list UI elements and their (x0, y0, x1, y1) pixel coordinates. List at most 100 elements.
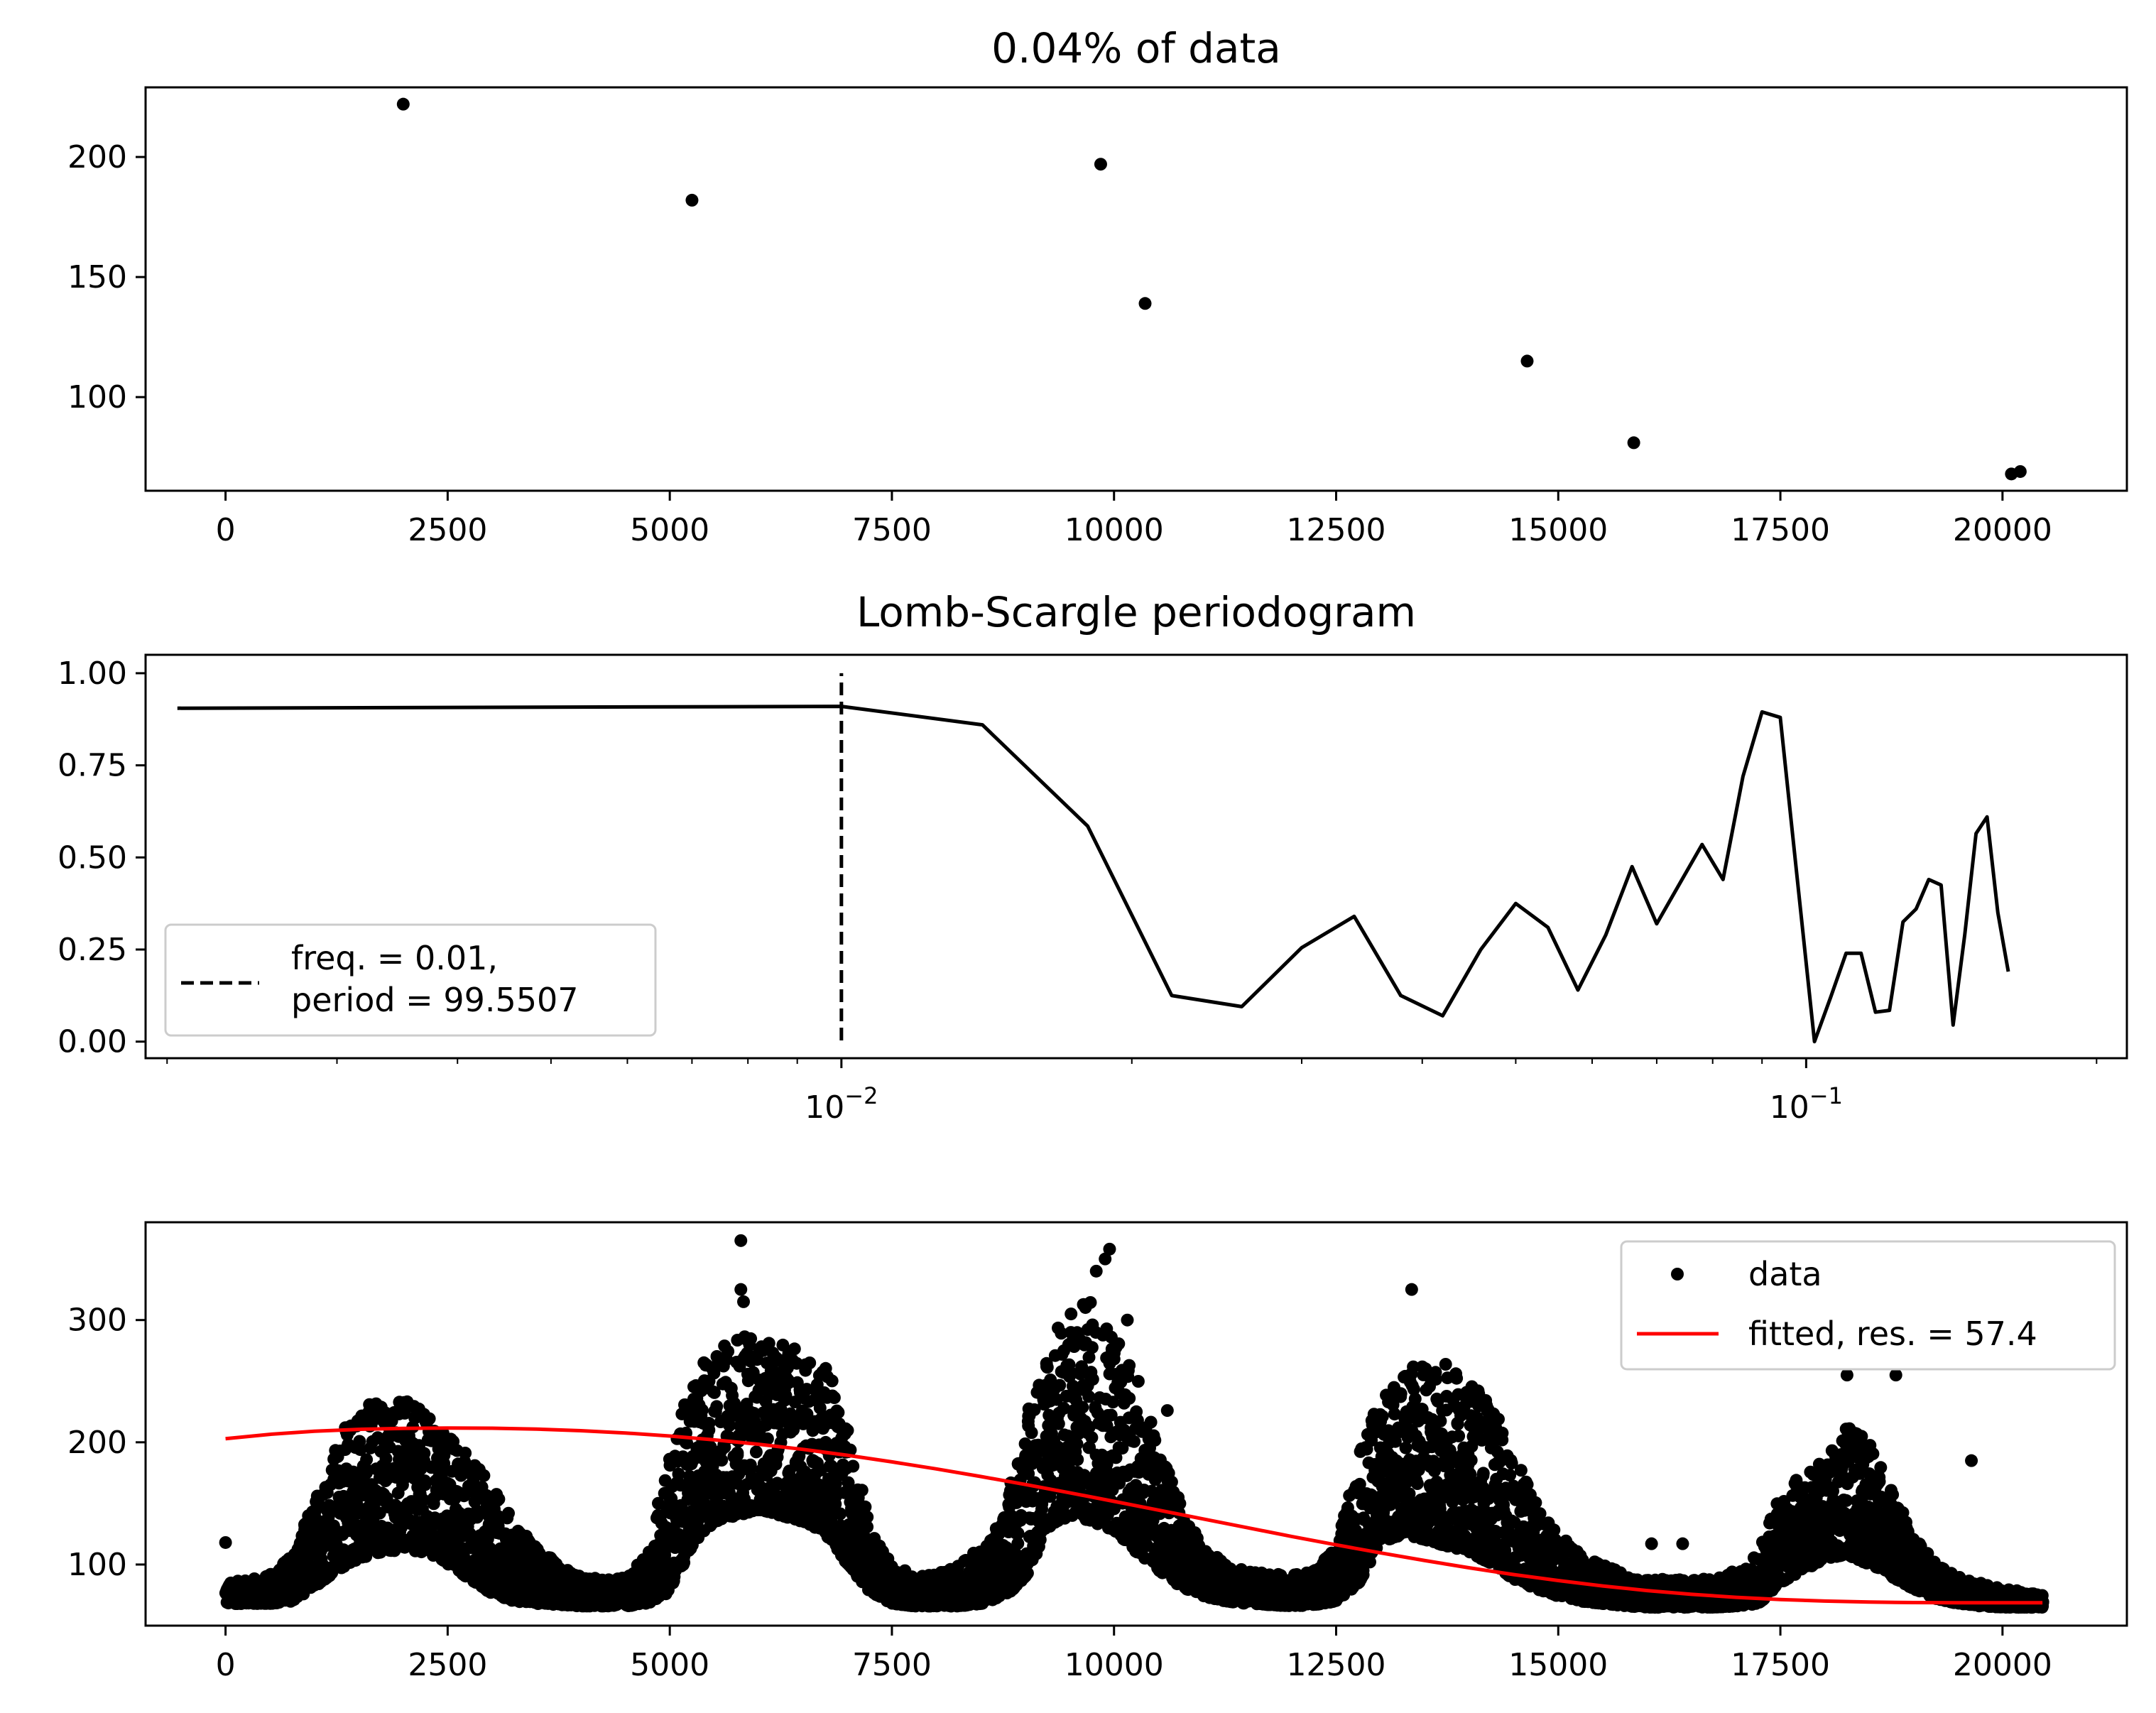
data-point (1429, 1373, 1442, 1386)
periodogram-title: Lomb-Scargle periodogram (856, 588, 1416, 636)
periodogram-legend-line2: period = 99.5507 (291, 981, 579, 1019)
data-point (749, 1445, 763, 1459)
data-point (861, 1511, 874, 1524)
top-xtick-label: 5000 (630, 512, 709, 548)
data-point (1011, 1527, 1025, 1540)
data-point (1514, 1464, 1528, 1477)
data-point (710, 1400, 724, 1413)
top-xtick-label: 2500 (408, 512, 487, 548)
data-point (1053, 1378, 1067, 1392)
data-point (1410, 1477, 1424, 1490)
sample-point (1138, 297, 1152, 310)
data-point (1112, 1337, 1126, 1351)
top-xtick-label: 15000 (1508, 512, 1608, 548)
periodogram-legend-line1: freq. = 0.01, (291, 939, 498, 977)
data-point (834, 1507, 847, 1521)
data-point (827, 1391, 841, 1404)
data-point (803, 1356, 817, 1369)
periodogram-axes: 0.00 0.25 0.50 0.75 1.00 10−2 10−1 (58, 656, 2098, 1126)
data-points (219, 1234, 2049, 1614)
panel-fit: 0 2500 5000 7500 10000 12500 15000 17500 2000010… (67, 1221, 2128, 1683)
data-point (1356, 1568, 1370, 1582)
sample-point (685, 193, 699, 207)
data-point (395, 1521, 408, 1534)
data-point (1025, 1426, 1038, 1440)
data-point (1496, 1426, 1509, 1440)
data-point (417, 1494, 430, 1506)
sample-point (1094, 158, 1107, 171)
sample-point (1520, 354, 1534, 368)
periodogram-marks (177, 673, 2010, 1044)
periodogram-ytick-label: 0.50 (58, 839, 127, 876)
periodogram-xtick-label: 10−1 (1770, 1082, 1843, 1126)
data-point (1452, 1429, 1466, 1442)
data-point (1040, 1360, 1053, 1373)
periodogram-legend: freq. = 0.01, period = 99.5507 (164, 923, 657, 1037)
data-point (1084, 1296, 1097, 1309)
data-point (1085, 1341, 1099, 1354)
fit-panel-marks (219, 1234, 2049, 1614)
top-panel-axes: 0 2500 5000 7500 10000 12500 15000 17500 2000010… (67, 139, 2052, 548)
panel-periodogram: Lomb-Scargle periodogram 0.00 0.25 0.50 0.7… (58, 588, 2128, 1126)
data-point (1376, 1410, 1389, 1423)
periodogram-ytick-label: 0.75 (58, 748, 127, 784)
periodogram-line (177, 705, 2010, 1044)
sample-point (1627, 436, 1640, 450)
panel-top-sample: 0.04% of data 0 2500 5000 7500 10000 12500 150… (67, 24, 2128, 548)
data-point (1450, 1371, 1464, 1385)
sample-point (2013, 464, 2027, 478)
data-point (379, 1452, 393, 1465)
periodogram-ytick-label: 1.00 (58, 656, 127, 692)
data-point (1131, 1375, 1145, 1388)
periodogram-ytick-label: 0.00 (58, 1024, 127, 1060)
top-panel-title: 0.04% of data (991, 24, 1281, 72)
top-ytick-label: 200 (67, 139, 127, 175)
data-point (492, 1492, 506, 1506)
data-point (744, 1458, 757, 1472)
top-xtick-label: 12500 (1287, 512, 1386, 548)
data-point (788, 1342, 801, 1356)
top-xtick-label: 0 (216, 512, 236, 548)
data-point (722, 1344, 735, 1358)
data-point (841, 1424, 854, 1437)
data-point (1173, 1497, 1187, 1511)
data-point (1464, 1454, 1478, 1467)
periodogram-legend-box (164, 923, 657, 1037)
data-point (744, 1332, 758, 1345)
top-panel-frame (144, 86, 2128, 492)
data-point (1529, 1496, 1542, 1509)
data-point (1503, 1469, 1517, 1482)
top-ytick-label: 150 (67, 259, 127, 295)
data-point (1065, 1307, 1078, 1321)
periodogram-xtick-label: 10−2 (805, 1082, 878, 1126)
data-point (1082, 1390, 1096, 1403)
data-point (1086, 1373, 1099, 1386)
data-point (1144, 1415, 1158, 1429)
data-point (1123, 1359, 1136, 1372)
top-xtick-label: 20000 (1953, 512, 2052, 548)
data-point (695, 1403, 709, 1417)
sample-point (396, 97, 410, 111)
data-point (477, 1469, 491, 1482)
data-point (354, 1443, 367, 1457)
data-point (1439, 1358, 1452, 1371)
data-point (825, 1374, 839, 1388)
data-point (1123, 1391, 1136, 1405)
data-point (502, 1506, 515, 1520)
data-point (832, 1405, 845, 1419)
data-point (418, 1478, 432, 1491)
data-point (677, 1556, 691, 1570)
data-point (855, 1484, 869, 1497)
top-ytick-label: 100 (67, 379, 127, 415)
data-point (702, 1417, 716, 1430)
data-point (1148, 1433, 1162, 1447)
top-xtick-label: 10000 (1065, 512, 1164, 548)
data-point (731, 1446, 744, 1459)
top-panel-points (396, 97, 2027, 481)
data-point (398, 1406, 411, 1420)
periodogram-ytick-label: 0.25 (58, 932, 127, 968)
data-point (1085, 1431, 1099, 1445)
data-point (846, 1459, 860, 1473)
data-point (715, 1454, 729, 1467)
